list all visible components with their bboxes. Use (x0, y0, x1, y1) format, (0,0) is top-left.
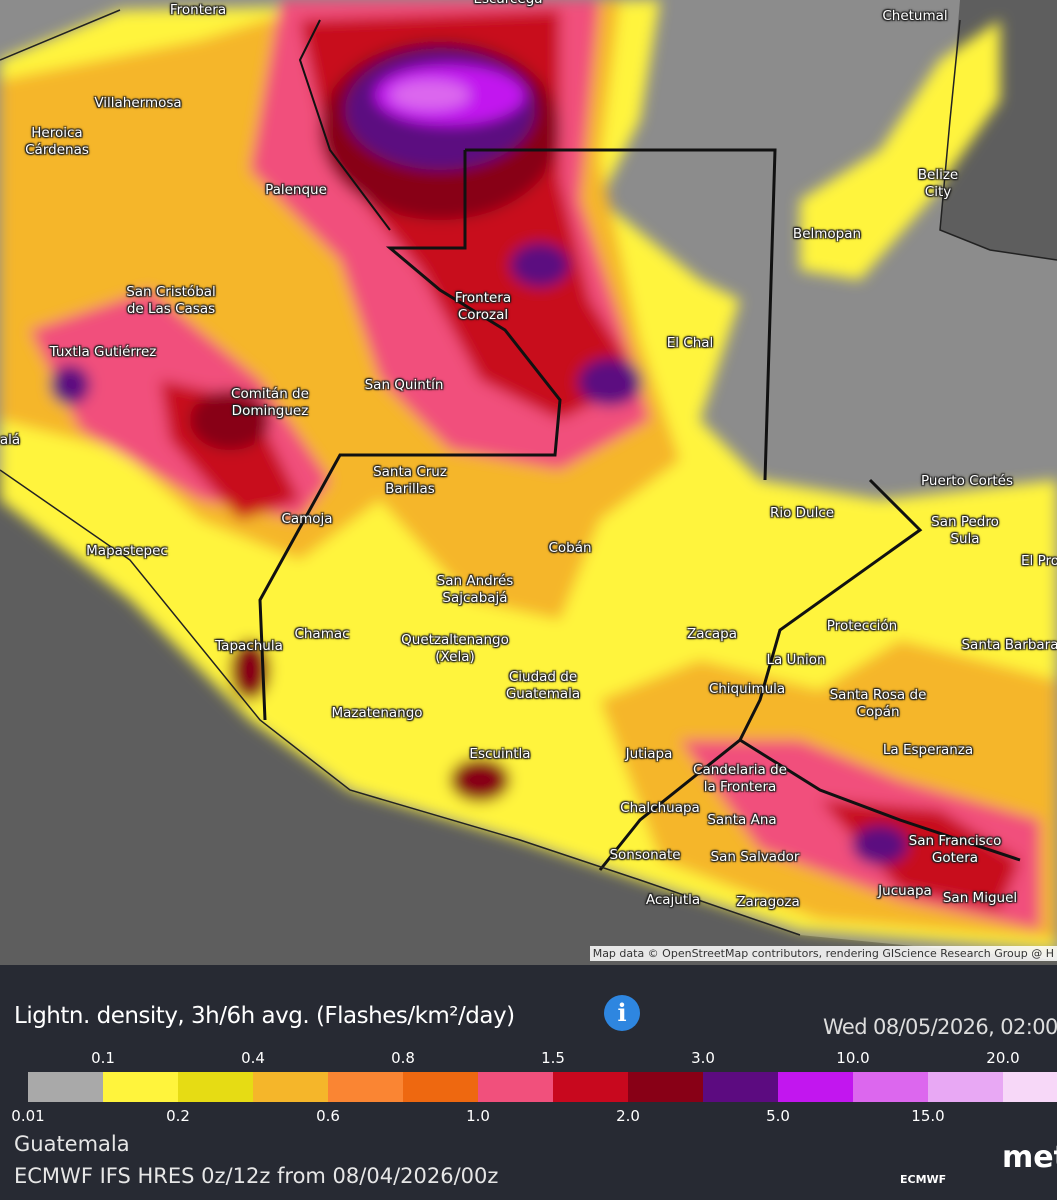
place-label: Mapastepec (86, 543, 168, 559)
location: Guatemala (14, 1132, 130, 1156)
place-label: Palenque (265, 182, 327, 198)
place-label: Escuintla (469, 746, 531, 762)
place-label: Candelaria de la Frontera (693, 762, 787, 795)
scale-label: 20.0 (986, 1049, 1020, 1067)
place-label: Zacapa (686, 626, 738, 642)
color-swatch (778, 1072, 853, 1102)
scale-label: 1.0 (466, 1107, 490, 1125)
color-swatch (703, 1072, 778, 1102)
place-label: Santa Ana (707, 812, 777, 828)
place-label: El Pro (1021, 553, 1057, 569)
color-swatch (403, 1072, 478, 1102)
place-label: Belmopan (792, 226, 862, 242)
scale-label: 3.0 (691, 1049, 715, 1067)
place-label: San Andrés Sajcabajá (436, 573, 514, 606)
place-label: Comitán de Dominguez (231, 386, 309, 419)
place-label: San Francisco Gotera (908, 833, 1002, 866)
legend-panel: Lightn. density, 3h/6h avg. (Flashes/km²… (0, 965, 1057, 1200)
place-label: Cobán (548, 540, 592, 556)
place-label: Chetumal (882, 8, 948, 24)
place-label: Ciudad de Guatemala (505, 669, 581, 702)
place-label: Santa Rosa de Copán (829, 687, 927, 720)
place-label: Tuxtla Gutiérrez (49, 344, 157, 360)
scale-label: 15.0 (911, 1107, 945, 1125)
place-label: La Esperanza (882, 742, 974, 758)
place-label: Zaragoza (736, 894, 800, 910)
place-label: San Cristóbal de Las Casas (126, 284, 216, 317)
place-label: Acajutla (645, 892, 701, 908)
place-label: Jutiapa (625, 746, 673, 762)
coastline (0, 9, 1057, 936)
color-swatch (103, 1072, 178, 1102)
place-label: Chiquimula (708, 681, 786, 697)
map: Escárcega Frontera Villahermosa Heroica … (0, 0, 1057, 965)
place-label: San Pedro Sula (931, 514, 999, 547)
legend-title: Lightn. density, 3h/6h avg. (Flashes/km²… (14, 1003, 515, 1029)
scale-label: 0.8 (391, 1049, 415, 1067)
scale-label: 0.2 (166, 1107, 190, 1125)
scale-label: 0.01 (11, 1107, 45, 1125)
meteoblue-logo: met (1002, 1140, 1057, 1175)
color-swatch (478, 1072, 553, 1102)
scale-label: 1.5 (541, 1049, 565, 1067)
ecmwf-logo: ECMWF (900, 1173, 947, 1186)
place-label: Santa Barbara (961, 637, 1057, 653)
place-label: Camoja (281, 511, 333, 527)
scale-label: 2.0 (616, 1107, 640, 1125)
place-label: Tapachula (215, 638, 283, 654)
place-label: Sonsonate (609, 847, 681, 863)
place-label: Rio Dulce (769, 505, 835, 521)
color-swatch (853, 1072, 928, 1102)
map-layer (0, 0, 1057, 960)
place-label: Belize City (917, 167, 959, 200)
place-label: Mazatenango (331, 705, 423, 721)
color-swatch (28, 1072, 103, 1102)
map-attribution: Map data © OpenStreetMap contributors, r… (589, 946, 1057, 961)
place-label: Chamac (294, 626, 350, 642)
place-label: El Chal (666, 335, 714, 351)
scale-label: 0.1 (91, 1049, 115, 1067)
scale-label: 0.6 (316, 1107, 340, 1125)
place-label: alá (0, 432, 21, 448)
place-label: Frontera Corozal (454, 290, 512, 323)
place-label: La Union (766, 652, 826, 668)
place-label: San Quintín (364, 377, 444, 393)
color-swatch (553, 1072, 628, 1102)
place-label: Protección (826, 618, 898, 634)
color-swatch (628, 1072, 703, 1102)
place-label: Santa Cruz Barillas (373, 464, 447, 497)
place-label: San Miguel (942, 890, 1018, 906)
place-label: Villahermosa (94, 95, 182, 111)
color-swatch (253, 1072, 328, 1102)
place-label: Jucuapa (878, 883, 932, 899)
model-info: ECMWF IFS HRES 0z/12z from 08/04/2026/00… (14, 1164, 499, 1188)
place-label: Quetzaltenango (Xela) (401, 632, 509, 665)
place-label: Puerto Cortés (920, 473, 1014, 489)
borders (258, 19, 1021, 871)
color-swatch (328, 1072, 403, 1102)
color-swatch (928, 1072, 1003, 1102)
scale-label: 5.0 (766, 1107, 790, 1125)
place-label: Escárcega (473, 0, 542, 8)
scale-label: 0.4 (241, 1049, 265, 1067)
place-label: Heroica Cárdenas (25, 125, 89, 158)
scale-label: 10.0 (836, 1049, 870, 1067)
info-button[interactable]: i (604, 995, 640, 1031)
color-swatch (1003, 1072, 1057, 1102)
forecast-datetime: Wed 08/05/2026, 02:00 (823, 1015, 1057, 1039)
place-label: San Salvador (710, 849, 800, 865)
color-swatch (178, 1072, 253, 1102)
place-label: Frontera (169, 2, 227, 18)
place-label: Chalchuapa (620, 800, 700, 816)
